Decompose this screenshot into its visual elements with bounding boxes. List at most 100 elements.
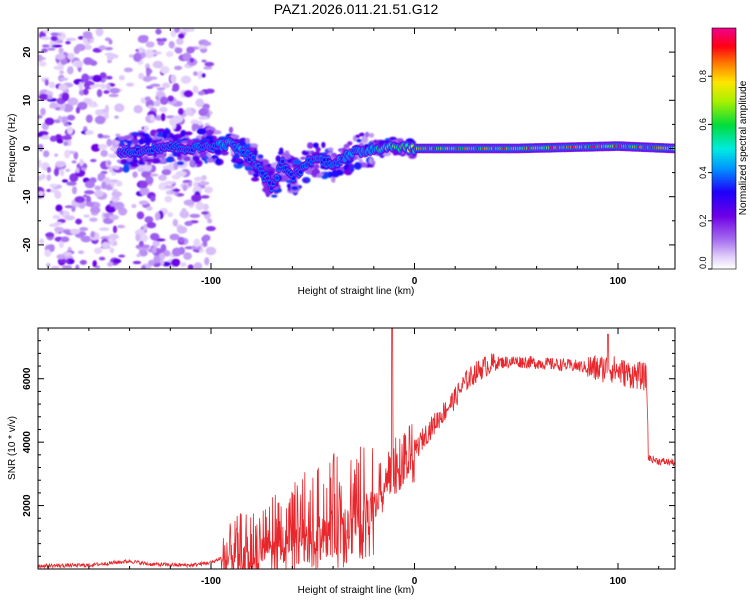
colorbar-cell [712, 184, 736, 188]
spectrogram-ridge-blob [120, 158, 128, 165]
spectrogram-noise-blob [98, 45, 107, 51]
colorbar-cell [712, 256, 736, 260]
spectrogram-ridge-blob [119, 138, 125, 146]
spectrogram-noise-blob [66, 114, 76, 121]
y-tick-label: -20 [22, 237, 33, 252]
colorbar-cell [712, 114, 736, 117]
colorbar-cell [712, 216, 736, 220]
spectrogram-noise-blob [54, 221, 63, 226]
spectrogram-noise-blob [195, 98, 205, 108]
spectrogram-noise-blob [98, 143, 108, 150]
spectrogram-noise-blob [51, 44, 63, 48]
spectrogram-ridge-blob [364, 131, 370, 138]
colorbar-cell [712, 138, 736, 142]
spectrogram-noise-blob [106, 75, 113, 80]
colorbar-cell [712, 158, 736, 162]
spectrogram-noise-blob [55, 204, 63, 212]
colorbar-cell [712, 252, 736, 256]
spectrogram-noise-blob [98, 256, 106, 261]
colorbar-cell [712, 254, 736, 258]
spectrogram-noise-blob [60, 236, 70, 243]
spectrogram-noise-blob [153, 100, 161, 107]
spectrogram-ridge-blob [189, 159, 195, 167]
spectrogram-ridge-blob [205, 129, 215, 136]
spectrogram-noise-blob [62, 103, 74, 113]
spectrogram-ridge-blob [271, 194, 278, 198]
snr-frame [37, 327, 676, 570]
spectrogram-noise-blob [162, 82, 171, 89]
colorbar-cell [712, 34, 736, 37]
spectrogram-noise-blob [109, 87, 121, 94]
spectrogram-ridge [116, 136, 675, 194]
spectrogram-noise-blob [81, 73, 90, 83]
spectrogram-ridge-blob [343, 143, 350, 149]
y-tick-label: 0 [22, 145, 33, 151]
colorbar-cell [712, 40, 736, 43]
spectrogram-noise-blob [93, 247, 103, 254]
spectrogram-noise-blob [184, 220, 193, 227]
colorbar-cell [712, 100, 736, 103]
spectrogram-noise-blob [138, 249, 148, 257]
spectrogram-noise-blob [52, 214, 61, 220]
spectrogram-noise-blob [79, 259, 87, 265]
spectrogram-ridge-blob [331, 152, 337, 157]
spectrogram-noise-blob [133, 105, 143, 114]
spectrogram-noise-blob [38, 159, 42, 168]
spectrogram-noise-blob [192, 85, 199, 94]
spectrogram-ridge-blob [117, 136, 127, 141]
spectrogram-noise-blob [203, 66, 213, 70]
spectrogram-noise-blob [83, 57, 93, 65]
spectrogram-noise-blob [46, 166, 52, 173]
colorbar-cell [712, 248, 736, 252]
colorbar-cell [712, 224, 736, 228]
spectrogram-noise-blob [58, 47, 64, 54]
spectrogram-ridge-blob [303, 151, 310, 156]
colorbar-cell [712, 126, 736, 130]
spectrogram-noise-blob [150, 114, 155, 122]
spectrogram-noise-blob [142, 224, 148, 231]
spectrogram-ridge-blob [194, 161, 202, 165]
spectrogram-noise-blob [41, 48, 48, 53]
spectrogram-noise-blob [91, 143, 101, 152]
spectrogram-ridge-blob [156, 128, 166, 133]
spectrogram-noise-blob [90, 230, 95, 238]
spectrogram-noise-blob [65, 258, 75, 265]
spectrogram-noise-blob [184, 246, 194, 250]
spectrogram-noise-blob [118, 74, 125, 81]
spectrogram-noise-blob [49, 183, 58, 188]
colorbar-cell [712, 84, 736, 87]
spectrogram-noise-blob [110, 202, 121, 207]
spectrogram-noise-blob [59, 168, 65, 177]
spectrogram-noise-blob [133, 52, 142, 62]
spectrogram-noise-blob [152, 60, 164, 69]
spectrogram-noise-blob [135, 233, 141, 242]
colorbar-cell [712, 56, 736, 59]
spectrogram-noise-blob [128, 54, 134, 58]
spectrogram-noise-blob [39, 238, 45, 245]
spectrogram-noise-blob [117, 224, 126, 229]
spectrogram-noise-blob [201, 59, 207, 63]
spectrogram-noise-blob [168, 40, 175, 49]
spectrogram-noise-blob [183, 199, 195, 206]
spectrogram-noise-blob [82, 31, 93, 39]
spectrogram-noise-blob [182, 52, 192, 62]
spectrogram-noise-blob [62, 229, 71, 234]
spectrogram-ridge-blob [122, 165, 130, 173]
colorbar-cell [712, 142, 736, 146]
y-tick-label: 6000 [22, 367, 33, 390]
spectrogram-ridge-blob [150, 139, 159, 143]
spectrogram-noise-blob [95, 265, 100, 269]
spectrogram-ridge-blob [176, 161, 185, 166]
spectrogram-ridge-blob [183, 131, 193, 136]
spectrogram-noise-blob [57, 115, 63, 120]
spectrogram-ridge-blob [291, 185, 299, 191]
spectrogram-noise-blob [160, 66, 170, 74]
spectrogram-noise-blob [156, 38, 163, 42]
spectrogram-noise-blob [96, 89, 103, 98]
figure-title: PAZ1.2026.011.21.51.G12 [274, 1, 439, 17]
spectrogram-noise-blob [111, 191, 122, 198]
spectrogram-ridge-blob [235, 158, 241, 163]
spectrogram-noise-blob [44, 78, 49, 86]
spectrogram-noise-blob [74, 196, 86, 204]
spectrogram-noise-blob [84, 44, 92, 51]
